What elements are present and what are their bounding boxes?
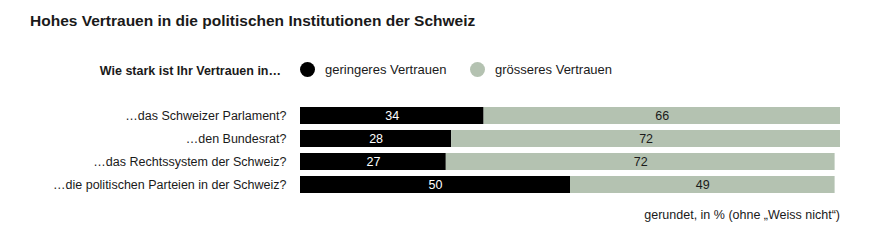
svg-text:66: 66 <box>655 109 669 123</box>
svg-text:72: 72 <box>639 132 653 146</box>
svg-text:49: 49 <box>696 178 710 192</box>
html-text:Hohes Vertrauen in die politis: Hohes Vertrauen in die politischen Insti… <box>30 12 476 29</box>
html-text:gerundet, in % (ohne „Weiss ni: gerundet, in % (ohne „Weiss nicht“) <box>644 208 840 222</box>
svg-text:…das Rechtssystem der Schweiz?: …das Rechtssystem der Schweiz? <box>93 155 286 169</box>
html-text:Wie stark ist Ihr Vertrauen in: Wie stark ist Ihr Vertrauen in… <box>99 64 281 78</box>
svg-text:28: 28 <box>369 132 383 146</box>
svg-text:…die politischen Parteien in d: …die politischen Parteien in der Schweiz… <box>53 178 287 192</box>
svg-text:…das Schweizer Parlament?: …das Schweizer Parlament? <box>125 109 286 123</box>
svg-text:34: 34 <box>385 109 399 123</box>
svg-text:50: 50 <box>429 178 443 192</box>
svg-text:27: 27 <box>366 155 380 169</box>
html-text:grösseres Vertrauen: grösseres Vertrauen <box>495 62 613 77</box>
html-text:geringeres Vertrauen: geringeres Vertrauen <box>325 62 447 77</box>
svg-text:72: 72 <box>634 155 648 169</box>
svg-text:…den Bundesrat?: …den Bundesrat? <box>186 132 287 146</box>
